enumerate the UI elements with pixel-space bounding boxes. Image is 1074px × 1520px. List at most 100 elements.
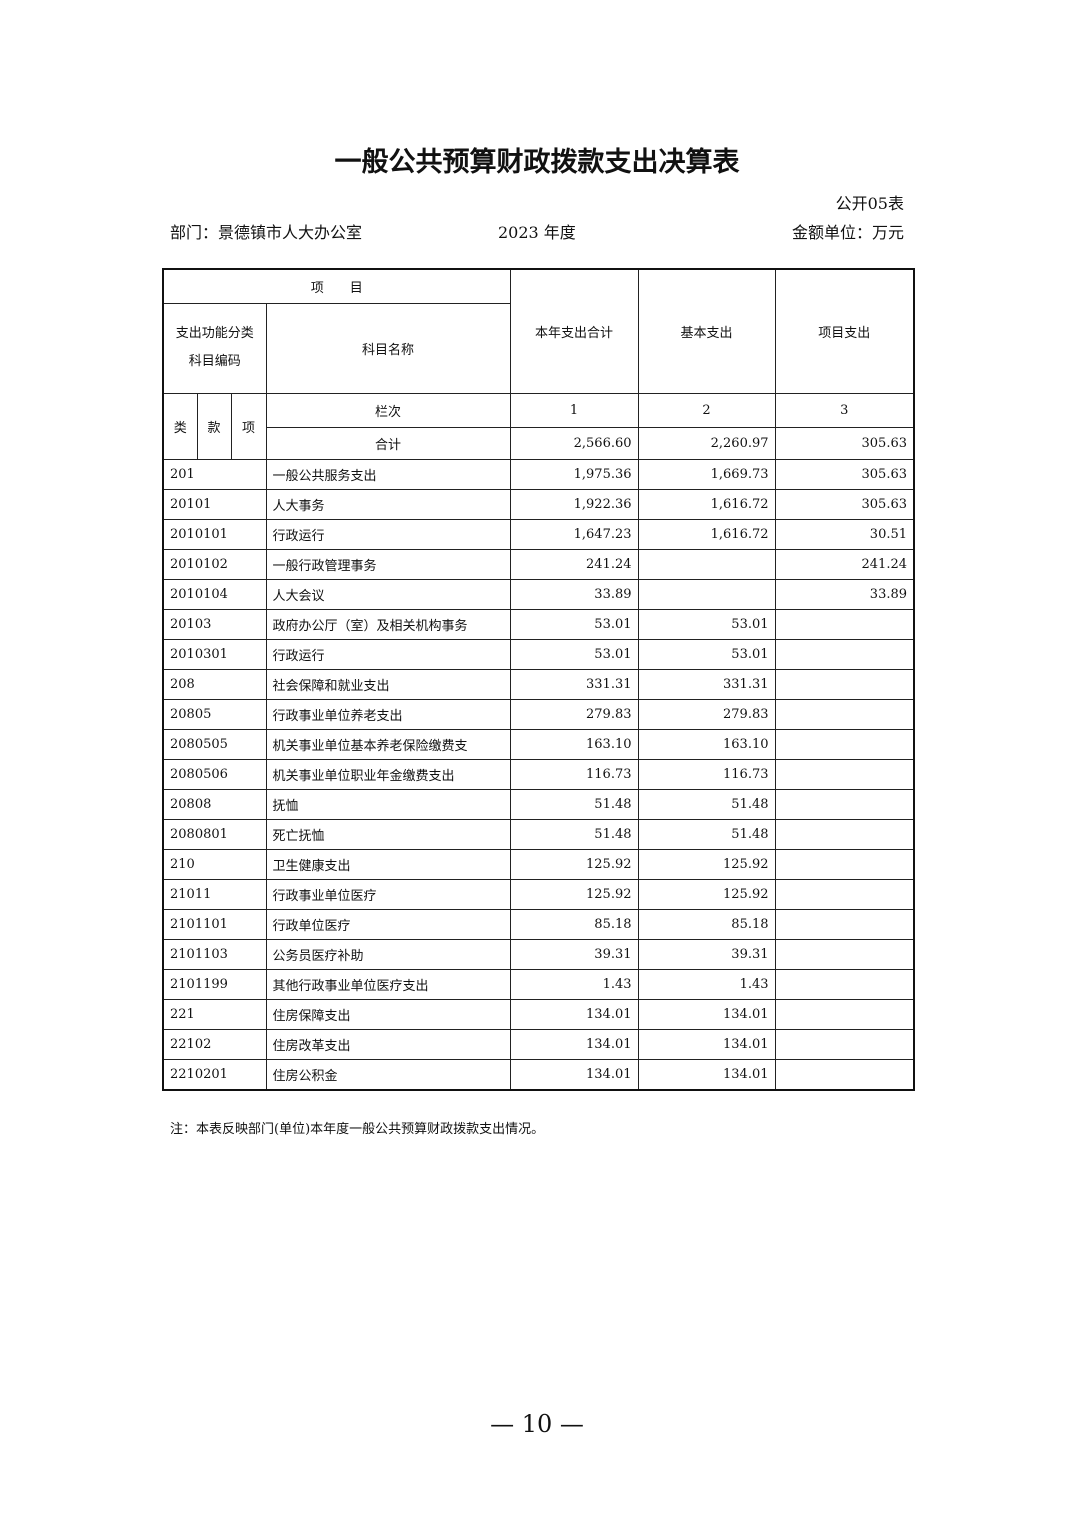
col-number-2: 2 [637,392,776,428]
basic-cell: 1,616.72 [637,488,776,520]
code-cell: 2010101 [162,518,267,550]
code-cell: 20805 [162,698,267,730]
table-row: 2010102 一般行政管理事务 241.24 241.24 [162,548,915,580]
fiscal-year: 2023 年度 [498,223,576,242]
project-cell [774,968,915,1000]
project-cell [774,758,915,790]
code-cell: 22102 [162,1028,267,1060]
name-cell: 行政运行 [265,638,511,670]
table-row: 2101199 其他行政事业单位医疗支出 1.43 1.43 [162,968,915,1000]
name-cell: 行政单位医疗 [265,908,511,940]
header-name: 科目名称 [265,302,511,394]
basic-cell: 125.92 [637,878,776,910]
total-cell: 125.92 [509,848,639,880]
code-cell: 2080505 [162,728,267,760]
basic-cell: 134.01 [637,998,776,1030]
project-cell: 305.63 [774,488,915,520]
project-cell [774,728,915,760]
name-cell: 公务员医疗补助 [265,938,511,970]
basic-cell: 134.01 [637,1058,776,1090]
basic-cell: 279.83 [637,698,776,730]
name-cell: 机关事业单位基本养老保险缴费支 [265,728,511,760]
table-row: 2010104 人大会议 33.89 33.89 [162,578,915,610]
total-cell: 134.01 [509,998,639,1030]
header-code-group: 支出功能分类科目编码 [162,302,267,394]
name-cell: 其他行政事业单位医疗支出 [265,968,511,1000]
header-xiang: 项 [230,392,267,460]
total-cell: 51.48 [509,788,639,820]
total-basic: 2,260.97 [637,426,776,460]
basic-cell: 51.48 [637,818,776,850]
basic-cell [637,548,776,580]
code-cell: 20808 [162,788,267,820]
table-row: 20101 人大事务 1,922.36 1,616.72 305.63 [162,488,915,520]
col-number-3: 3 [774,392,915,428]
header-project: 项目支出 [774,268,915,394]
name-cell: 住房保障支出 [265,998,511,1030]
basic-cell: 1,669.73 [637,458,776,490]
table-row: 2010101 行政运行 1,647.23 1,616.72 30.51 [162,518,915,550]
code-cell: 210 [162,848,267,880]
total-cell: 53.01 [509,638,639,670]
page-number: — 10 — [490,1410,584,1438]
table-row: 2080801 死亡抚恤 51.48 51.48 [162,818,915,850]
total-cell: 39.31 [509,938,639,970]
project-cell: 33.89 [774,578,915,610]
project-cell: 305.63 [774,458,915,490]
total-cell: 53.01 [509,608,639,640]
header-basic: 基本支出 [637,268,776,394]
basic-cell: 1.43 [637,968,776,1000]
basic-cell [637,578,776,610]
total-cell: 1,922.36 [509,488,639,520]
code-cell: 2101101 [162,908,267,940]
total-cell: 1,975.36 [509,458,639,490]
name-cell: 一般行政管理事务 [265,548,511,580]
header-kuan: 款 [196,392,232,460]
code-cell: 2210201 [162,1058,267,1090]
table-row: 221 住房保障支出 134.01 134.01 [162,998,915,1030]
table-row: 2080506 机关事业单位职业年金缴费支出 116.73 116.73 [162,758,915,790]
table-row: 21011 行政事业单位医疗 125.92 125.92 [162,878,915,910]
name-cell: 政府办公厅（室）及相关机构事务 [265,608,511,640]
name-cell: 人大事务 [265,488,511,520]
basic-cell: 116.73 [637,758,776,790]
name-cell: 人大会议 [265,578,511,610]
header-total: 本年支出合计 [509,268,639,394]
code-cell: 208 [162,668,267,700]
name-cell: 社会保障和就业支出 [265,668,511,700]
total-cell: 51.48 [509,818,639,850]
total-cell: 134.01 [509,1028,639,1060]
code-cell: 201 [162,458,267,490]
project-cell [774,998,915,1030]
table-row: 201 一般公共服务支出 1,975.36 1,669.73 305.63 [162,458,915,490]
project-cell [774,668,915,700]
project-cell [774,1028,915,1060]
basic-cell: 134.01 [637,1028,776,1060]
total-cell: 116.73 [509,758,639,790]
table-row: 2010301 行政运行 53.01 53.01 [162,638,915,670]
name-cell: 行政事业单位医疗 [265,878,511,910]
total-label: 合计 [265,426,511,460]
table-row: 20103 政府办公厅（室）及相关机构事务 53.01 53.01 [162,608,915,640]
basic-cell: 39.31 [637,938,776,970]
code-cell: 20103 [162,608,267,640]
total-cell: 33.89 [509,578,639,610]
code-cell: 2010104 [162,578,267,610]
name-cell: 一般公共服务支出 [265,458,511,490]
total-cell: 241.24 [509,548,639,580]
table-note: 注：本表反映部门(单位)本年度一般公共预算财政拨款支出情况。 [170,1122,545,1137]
basic-cell: 1,616.72 [637,518,776,550]
code-cell: 2010102 [162,548,267,580]
project-cell [774,848,915,880]
code-cell: 2080801 [162,818,267,850]
total-cell: 331.31 [509,668,639,700]
total-cell: 1.43 [509,968,639,1000]
total-cell: 85.18 [509,908,639,940]
col-number-1: 1 [509,392,639,428]
table-row: 2101103 公务员医疗补助 39.31 39.31 [162,938,915,970]
basic-cell: 53.01 [637,608,776,640]
project-cell [774,878,915,910]
name-cell: 抚恤 [265,788,511,820]
table-row: 20805 行政事业单位养老支出 279.83 279.83 [162,698,915,730]
name-cell: 行政运行 [265,518,511,550]
